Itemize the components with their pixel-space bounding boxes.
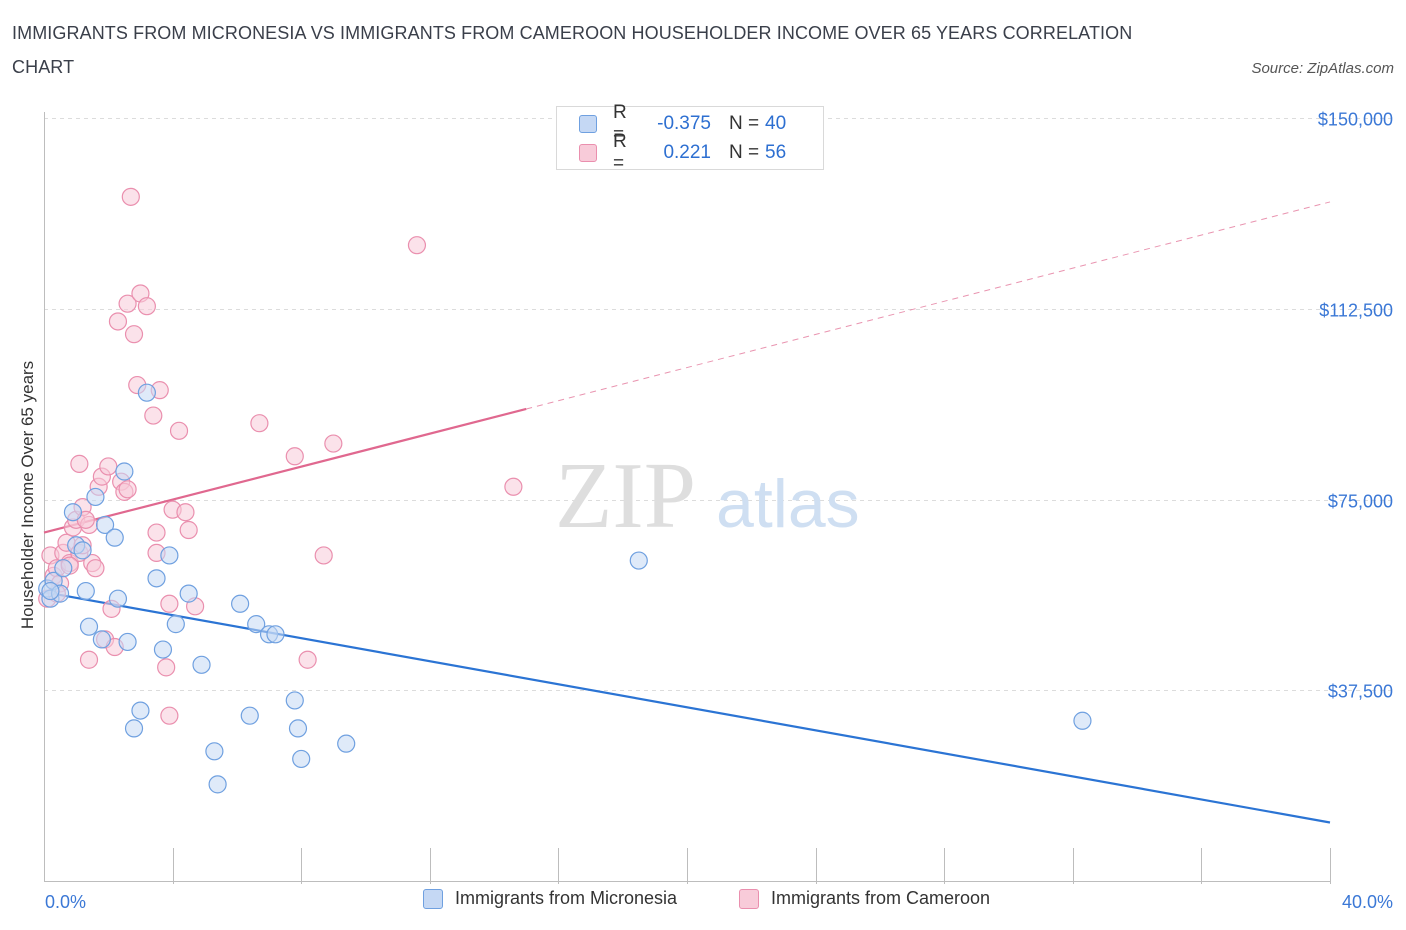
cameroon-trend-extension [526, 201, 1331, 410]
cameroon-point [79, 650, 99, 669]
n-value: 40 [765, 113, 787, 134]
cameroon-point [298, 650, 317, 669]
r-label: R = [613, 131, 627, 174]
micronesia-point [137, 383, 156, 402]
cameroon-point [124, 325, 144, 344]
cameroon-point [504, 477, 523, 496]
cameroon-point [99, 457, 118, 476]
cameroon-legend-swatch [739, 888, 759, 909]
y-axis-label: Householder Income Over 65 years [18, 361, 37, 629]
y-tick-label: $75,000 [1328, 492, 1393, 512]
cameroon-point [118, 480, 137, 499]
cameroon-point [157, 658, 176, 677]
n-label: N = [729, 142, 760, 163]
n-label: N = [729, 113, 760, 134]
watermark-atlas: atlas [716, 466, 860, 542]
cameroon-point [137, 297, 156, 316]
micronesia-legend-swatch [423, 888, 443, 909]
micronesia-point [95, 515, 115, 535]
cameroon-point [324, 434, 343, 453]
micronesia-point [54, 559, 73, 578]
micronesia-point [79, 617, 99, 636]
cameroon-point [250, 414, 269, 433]
source-label: Source: ZipAtlas.com [1251, 60, 1394, 77]
micronesia-point [153, 640, 173, 659]
micronesia-point [86, 487, 105, 507]
n-value: 56 [765, 142, 787, 163]
x-tick-label-min: 0.0% [45, 892, 86, 912]
r-value: 0.221 [663, 142, 711, 163]
micronesia-point [629, 551, 648, 570]
cameroon-point [160, 594, 179, 613]
micronesia-point [192, 655, 211, 674]
micronesia-point [231, 594, 250, 613]
micronesia-point [288, 719, 308, 738]
cameroon-legend-label: Immigrants from Cameroon [771, 888, 991, 908]
watermark-zip: ZIP [555, 444, 696, 548]
micronesia-point [1073, 711, 1092, 730]
micronesia-point [179, 584, 198, 603]
micronesia-point [337, 734, 356, 753]
y-tick-label: $112,500 [1319, 301, 1393, 321]
cameroon-point [108, 312, 128, 331]
micronesia-legend-label: Immigrants from Micronesia [455, 888, 678, 908]
micronesia-point [41, 581, 60, 601]
cameroon-trend-line [43, 407, 527, 534]
cameroon-point [86, 559, 105, 578]
micronesia-point [115, 462, 134, 481]
cameroon-point [179, 520, 198, 540]
r-value: -0.375 [657, 113, 711, 134]
bottom-legend-cameroon: Immigrants from Cameroon [739, 888, 990, 909]
cameroon-swatch [579, 144, 597, 162]
cameroon-point [118, 294, 137, 313]
micronesia-point [76, 581, 95, 601]
micronesia-point [285, 691, 304, 710]
legend-row-cameroon: R = 0.221 N = 56 [579, 131, 787, 174]
point-layer [38, 187, 1092, 794]
micronesia-point [63, 503, 83, 522]
micronesia-point [292, 749, 311, 769]
cameroon-point [121, 187, 140, 206]
label-layer: Householder Income Over 65 years 0.0% 40… [18, 110, 1393, 913]
micronesia-point [124, 719, 144, 738]
micronesia-point [166, 615, 185, 634]
cameroon-point [147, 523, 166, 542]
cameroon-point [407, 236, 427, 255]
cameroon-point [314, 546, 333, 565]
micronesia-point [205, 742, 224, 761]
micronesia-point [247, 615, 266, 634]
x-tick-layer [173, 848, 1331, 884]
r-label: R = [613, 102, 627, 145]
cameroon-point [144, 406, 163, 425]
micronesia-trend-line [43, 590, 1331, 824]
micronesia-point [92, 630, 111, 649]
y-tick-label: $37,500 [1328, 682, 1393, 702]
watermark: ZIP atlas [555, 444, 860, 548]
correlation-legend: R = -0.375 N = 40 R = 0.221 N = 56 [556, 102, 824, 174]
micronesia-point [118, 632, 137, 652]
legend-row-micronesia: R = -0.375 N = 40 [579, 102, 787, 145]
micronesia-point [73, 541, 92, 560]
micronesia-swatch [579, 115, 597, 133]
micronesia-point [160, 546, 179, 565]
micronesia-point [131, 701, 150, 720]
micronesia-point [266, 625, 285, 644]
y-tick-label: $150,000 [1318, 110, 1393, 130]
cameroon-point [285, 447, 304, 466]
x-tick-label-max: 40.0% [1342, 892, 1393, 912]
micronesia-point [105, 528, 124, 547]
bottom-legend-micronesia: Immigrants from Micronesia [423, 888, 677, 909]
chart-title: IMMIGRANTS FROM MICRONESIA VS IMMIGRANTS… [12, 23, 1133, 77]
micronesia-point [147, 569, 166, 588]
micronesia-point [108, 589, 128, 608]
cameroon-point [160, 706, 179, 725]
cameroon-point [70, 454, 89, 473]
micronesia-point [240, 706, 259, 725]
cameroon-point [176, 503, 195, 522]
cameroon-point [169, 421, 189, 440]
micronesia-point [208, 775, 227, 794]
